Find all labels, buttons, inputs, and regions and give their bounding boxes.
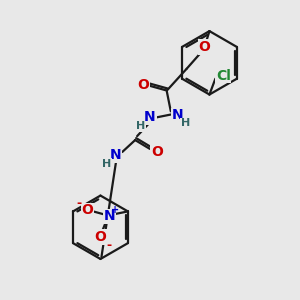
Text: O: O [137,78,149,92]
Text: +: + [111,206,119,215]
Text: N: N [172,108,184,122]
Text: H: H [136,121,146,131]
Text: O: O [199,40,210,54]
Text: H: H [102,159,111,169]
Text: O: O [81,203,93,218]
Text: -: - [106,238,112,252]
Text: N: N [144,110,156,124]
Text: H: H [181,118,190,128]
Text: O: O [94,230,106,244]
Text: -: - [77,197,82,210]
Text: N: N [103,209,115,224]
Text: Cl: Cl [216,69,231,83]
Text: N: N [110,148,121,162]
Text: O: O [151,145,163,159]
